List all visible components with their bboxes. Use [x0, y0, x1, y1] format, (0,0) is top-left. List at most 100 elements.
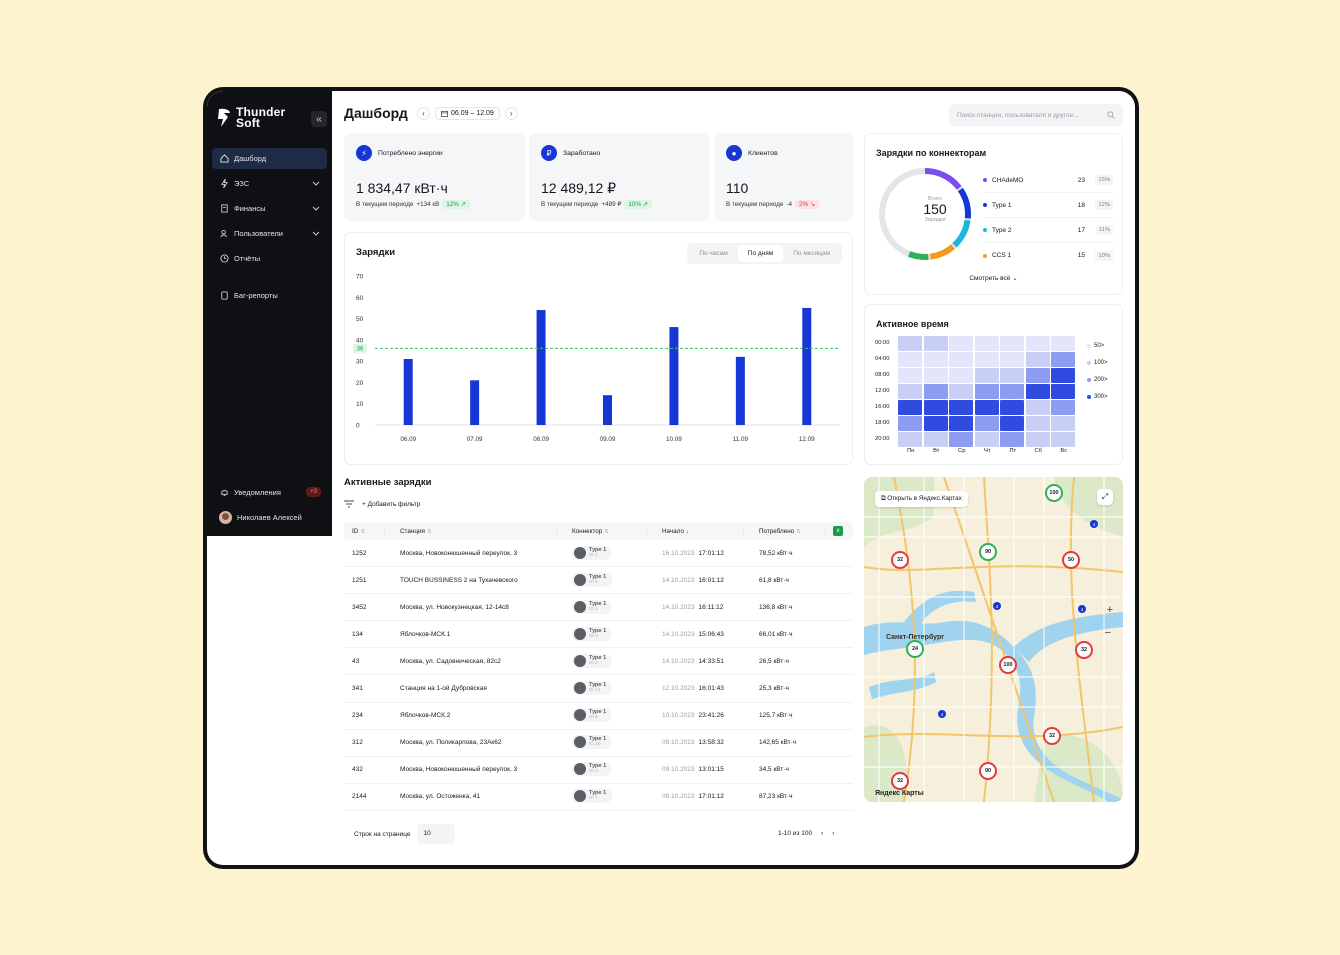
- heatmap-cell[interactable]: [974, 400, 999, 415]
- station-marker[interactable]: 90: [979, 543, 997, 561]
- bar[interactable]: [669, 327, 679, 425]
- column-header-id[interactable]: ID ⇅ ⋮: [344, 528, 392, 536]
- add-filter-button[interactable]: + Добавить фильтр: [362, 501, 420, 508]
- heatmap-cell[interactable]: [898, 352, 922, 367]
- heatmap-cell[interactable]: [923, 400, 948, 415]
- heatmap-cell[interactable]: [1025, 352, 1050, 367]
- table-row[interactable]: 312 Москва, ул. Поликарпова, 23Ак62 Type 1…: [344, 730, 853, 757]
- heatmap-cell[interactable]: [949, 352, 973, 367]
- heatmap-cell[interactable]: [1051, 368, 1075, 383]
- sidebar-item-profile[interactable]: Николаев Алексей: [212, 507, 327, 528]
- sidebar-item-users[interactable]: Пользователи: [212, 223, 327, 244]
- excel-export-icon[interactable]: x: [833, 526, 843, 536]
- open-in-yandex-maps-button[interactable]: ⧉ Открыть в Яндекс.Картах: [875, 491, 968, 507]
- heatmap-cell[interactable]: [1000, 368, 1024, 383]
- heatmap-cell[interactable]: [1051, 384, 1075, 399]
- heatmap-cell[interactable]: [974, 432, 999, 447]
- filter-icon[interactable]: [344, 500, 354, 508]
- table-row[interactable]: 3452 Москва, ул. Новокузнецкая, 12-14с8 Ty…: [344, 594, 853, 622]
- collapse-sidebar-button[interactable]: «: [311, 111, 327, 127]
- zoom-in-button[interactable]: +: [1106, 604, 1113, 616]
- search-input[interactable]: Поиск станции, пользователя и другое...: [949, 104, 1123, 126]
- date-range-picker[interactable]: 06.09 – 12.09: [435, 107, 500, 120]
- station-marker[interactable]: 32: [891, 772, 909, 790]
- heatmap-cell[interactable]: [898, 400, 922, 415]
- heatmap-cell[interactable]: [1051, 400, 1075, 415]
- station-pin[interactable]: 4: [1078, 605, 1086, 613]
- station-pin[interactable]: 4: [1090, 520, 1098, 528]
- heatmap-cell[interactable]: [949, 400, 973, 415]
- table-row[interactable]: 341 Станция на 1-ой Дубровская Type 1 ID 12…: [344, 675, 853, 703]
- heatmap-cell[interactable]: [923, 416, 948, 431]
- station-marker[interactable]: 32: [1043, 727, 1061, 745]
- sidebar-item-ezs[interactable]: ЭЗС: [212, 173, 327, 194]
- heatmap-cell[interactable]: [949, 368, 973, 383]
- heatmap-cell[interactable]: [1000, 352, 1024, 367]
- sidebar-item-notifications[interactable]: Уведомления +3: [212, 482, 327, 503]
- column-header-connector[interactable]: Коннектор ⇅ ⋮: [564, 528, 654, 536]
- bar[interactable]: [536, 310, 546, 425]
- next-period-button[interactable]: ›: [504, 107, 518, 120]
- heatmap-cell[interactable]: [949, 432, 973, 447]
- station-pin[interactable]: 4: [938, 710, 946, 718]
- column-header-start[interactable]: Начало ↓ ⋮: [654, 528, 751, 536]
- tab-by-months[interactable]: По месяцам: [793, 250, 830, 257]
- bar[interactable]: [603, 395, 612, 425]
- heatmap-cell[interactable]: [923, 336, 948, 351]
- column-header-consumed[interactable]: Потреблено ⇅ ⋮: [751, 528, 833, 536]
- heatmap-cell[interactable]: [1000, 384, 1024, 399]
- station-marker[interactable]: 100: [999, 656, 1017, 674]
- heatmap-cell[interactable]: [1000, 432, 1024, 447]
- heatmap-cell[interactable]: [974, 384, 999, 399]
- heatmap-cell[interactable]: [1051, 336, 1075, 351]
- see-all-button[interactable]: Смотреть всё ⌄: [865, 274, 1122, 282]
- table-row[interactable]: 1251 TOUCH BUSSINESS 2 на Тухачевского Typ…: [344, 567, 853, 595]
- heatmap-cell[interactable]: [898, 416, 922, 431]
- heatmap-cell[interactable]: [898, 336, 922, 351]
- heatmap-cell[interactable]: [949, 416, 973, 431]
- donut-segment[interactable]: [879, 168, 971, 260]
- zoom-out-button[interactable]: −: [1104, 627, 1111, 639]
- heatmap-cell[interactable]: [923, 352, 948, 367]
- heatmap-cell[interactable]: [1000, 400, 1024, 415]
- sidebar-item-dashboard[interactable]: Дашборд: [212, 148, 327, 169]
- heatmap-cell[interactable]: [898, 384, 922, 399]
- heatmap-cell[interactable]: [1000, 416, 1024, 431]
- station-marker[interactable]: 32: [891, 551, 909, 569]
- heatmap-cell[interactable]: [1025, 400, 1050, 415]
- heatmap-cell[interactable]: [974, 352, 999, 367]
- table-row[interactable]: 134 Яблочков-МСК.1 Type 1 ID 3 14.10.2023 15:…: [344, 621, 853, 649]
- bar[interactable]: [470, 380, 480, 425]
- bar[interactable]: [403, 359, 413, 425]
- table-row[interactable]: 234 Яблочков-МСК.2 Type 1 ID 8 10.10.2023 23:…: [344, 703, 853, 730]
- heatmap-cell[interactable]: [898, 432, 922, 447]
- tab-by-days[interactable]: По дням: [737, 245, 784, 262]
- sidebar-item-bug-reports[interactable]: Баг-репорты: [212, 285, 327, 306]
- station-marker[interactable]: 32: [1075, 641, 1093, 659]
- donut-segment[interactable]: [879, 168, 971, 260]
- prev-page-button[interactable]: ‹: [821, 830, 824, 837]
- heatmap-cell[interactable]: [1025, 416, 1050, 431]
- heatmap-cell[interactable]: [1051, 432, 1075, 447]
- table-row[interactable]: 432 Москва, Новоконюшенный переулок, 3 Typ…: [344, 757, 853, 784]
- station-marker[interactable]: 100: [1045, 484, 1063, 502]
- table-row[interactable]: 2144 Москва, ул. Остоженка, 41 Type 1 ID 7 0…: [344, 784, 853, 811]
- heatmap-cell[interactable]: [923, 432, 948, 447]
- prev-period-button[interactable]: ‹: [417, 107, 430, 120]
- heatmap-cell[interactable]: [923, 384, 948, 399]
- heatmap-cell[interactable]: [974, 368, 999, 383]
- logo[interactable]: Thunder Soft: [216, 106, 285, 129]
- rows-per-page-select[interactable]: 10: [416, 824, 455, 844]
- heatmap-cell[interactable]: [1051, 416, 1075, 431]
- heatmap-cell[interactable]: [1025, 384, 1050, 399]
- heatmap-cell[interactable]: [1000, 336, 1024, 351]
- heatmap-cell[interactable]: [898, 368, 922, 383]
- bar[interactable]: [735, 356, 745, 425]
- heatmap-cell[interactable]: [974, 336, 999, 351]
- next-page-button[interactable]: ›: [832, 830, 835, 837]
- heatmap-cell[interactable]: [1025, 336, 1050, 351]
- table-row[interactable]: 1252 Москва, Новоконюшенный переулок, 3 Ty…: [344, 540, 853, 568]
- sidebar-item-finance[interactable]: Финансы: [212, 198, 327, 219]
- tab-by-hours[interactable]: По часам: [699, 250, 728, 257]
